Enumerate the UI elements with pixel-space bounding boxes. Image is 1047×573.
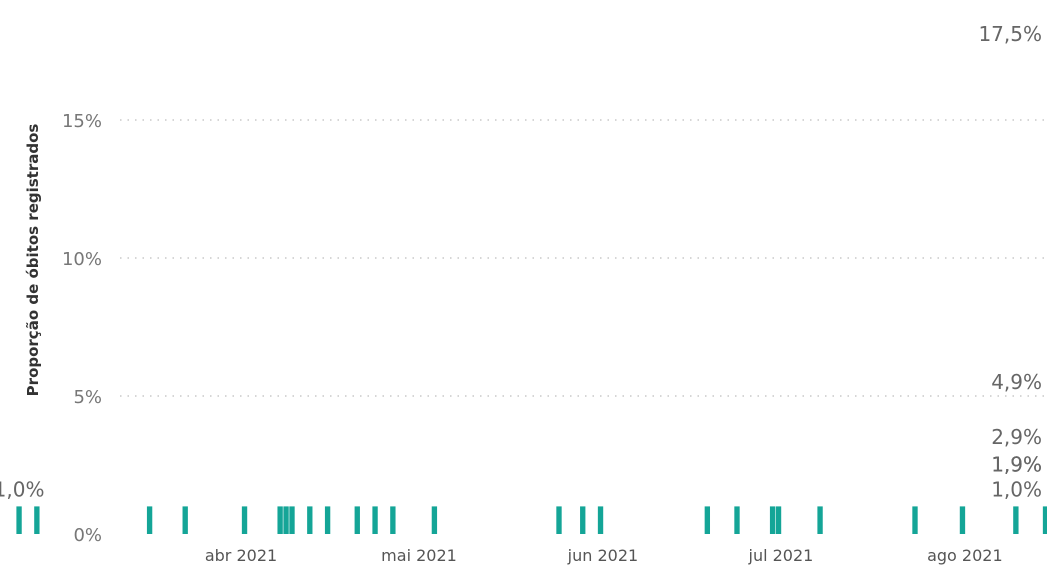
data-label: 4,9%	[991, 370, 1042, 394]
x-tick-label: ago 2021	[927, 546, 1003, 565]
bar	[182, 506, 188, 534]
bar	[431, 506, 438, 534]
bar	[1042, 506, 1047, 534]
bar	[912, 506, 918, 534]
bar	[775, 506, 782, 534]
x-tick-label: jul 2021	[748, 546, 814, 565]
bar	[769, 506, 776, 534]
gridlines	[120, 119, 1044, 397]
bar	[1013, 506, 1019, 534]
bar	[34, 506, 40, 534]
y-tick-label: 15%	[62, 111, 102, 132]
bar	[16, 506, 22, 534]
bar	[959, 506, 966, 534]
x-tick-label: jun 2021	[567, 546, 639, 565]
y-axis-ticks: 0% 5% 10% 15%	[62, 111, 102, 546]
bar	[289, 506, 295, 534]
data-label: 2,9%	[991, 425, 1042, 449]
data-label: 1,0%	[0, 477, 44, 501]
bar	[580, 506, 586, 534]
bar	[241, 506, 248, 534]
bar	[817, 506, 823, 534]
y-tick-label: 10%	[62, 249, 102, 270]
x-tick-label: abr 2021	[205, 546, 277, 565]
y-axis-title: Proporção de óbitos registrados	[24, 124, 42, 397]
bars	[16, 506, 1047, 534]
y-tick-label: 5%	[73, 387, 102, 408]
bar	[372, 506, 378, 534]
bar	[597, 506, 604, 534]
bar	[307, 506, 313, 534]
bar	[354, 506, 360, 534]
x-axis-ticks: abr 2021 mai 2021 jun 2021 jul 2021 ago 2021	[205, 546, 1003, 565]
data-label: 1,0%	[991, 477, 1042, 501]
bar	[734, 506, 740, 534]
data-label: 1,9%	[991, 453, 1042, 477]
bar	[283, 506, 289, 534]
bar	[556, 506, 562, 534]
data-labels: 1,0%1,9%1,0%2,9%1,9%4,9%17,5%	[0, 22, 1042, 501]
data-label: 17,5%	[978, 22, 1042, 46]
data-label: 1,9%	[991, 453, 1042, 477]
y-tick-label: 0%	[73, 525, 102, 546]
bar	[390, 506, 396, 534]
bar	[324, 506, 331, 534]
bar	[146, 506, 153, 534]
bar	[704, 506, 711, 534]
x-tick-label: mai 2021	[381, 546, 457, 565]
bar	[277, 506, 283, 534]
